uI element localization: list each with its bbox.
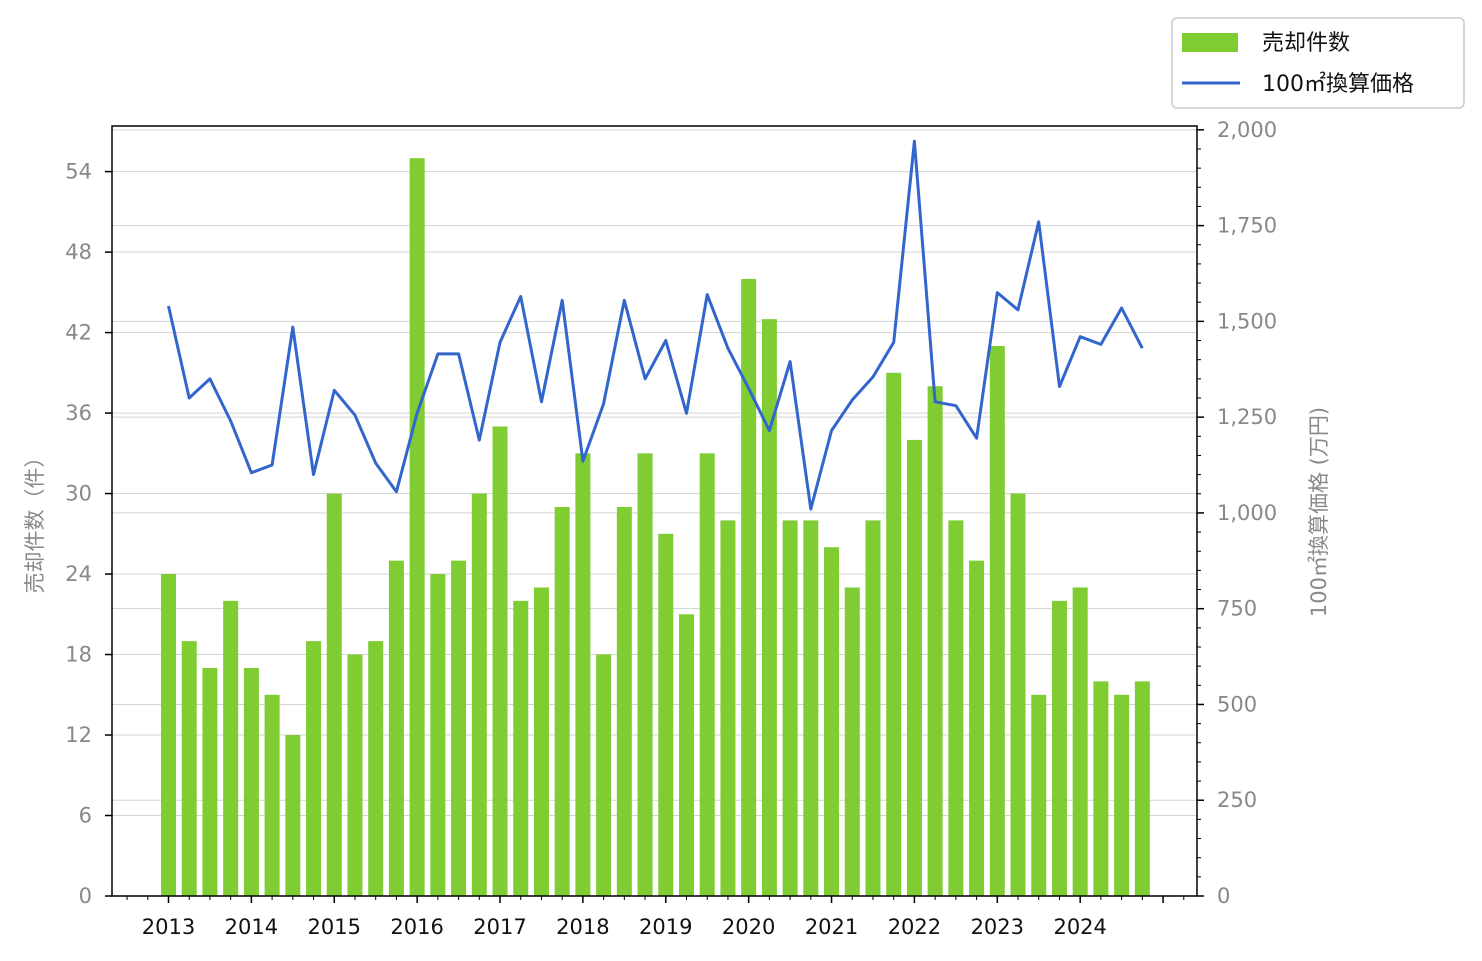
x-tick-label-2016: 2016: [390, 915, 443, 939]
right-tick-label: 250: [1217, 788, 1257, 812]
bar-2022Q1: [906, 439, 922, 896]
price-line: [167, 139, 1144, 511]
x-tick-label-2017: 2017: [473, 915, 526, 939]
left-tick-label: 54: [65, 160, 92, 184]
bar-2018Q2: [596, 654, 612, 896]
bar-2023Q3: [1031, 694, 1047, 896]
x-tick-label-2018: 2018: [556, 915, 609, 939]
bar-2020Q1: [741, 278, 757, 896]
right-tick-label: 2,000: [1217, 118, 1277, 142]
left-tick-label: 6: [79, 804, 92, 828]
bar-2014Q3: [285, 735, 301, 896]
bar-2021Q4: [886, 372, 902, 897]
legend-bar-swatch: [1182, 33, 1238, 52]
left-axis-title: 売却件数（件）: [23, 447, 47, 594]
bar-2013Q3: [202, 667, 218, 896]
bar-2017Q2: [513, 600, 529, 896]
bar-2014Q1: [243, 667, 259, 896]
bar-series: [161, 158, 1150, 897]
right-axis: 0 250 500 750 1,000 1,250 1,500 1,750 2,000: [1197, 118, 1277, 908]
right-tick-label: 1,750: [1217, 214, 1277, 238]
bar-2020Q3: [782, 520, 798, 896]
x-tick-label-2013: 2013: [142, 915, 195, 939]
plot-frame: [111, 125, 1198, 897]
legend-line-label: 100㎡換算価格: [1262, 71, 1414, 97]
bar-2024Q3: [1114, 694, 1130, 896]
legend-box: [1171, 17, 1465, 109]
bar-2018Q1: [575, 453, 591, 896]
bar-2023Q1: [989, 346, 1005, 896]
bar-2022Q4: [969, 560, 985, 896]
bar-2017Q1: [492, 426, 508, 896]
bar-2022Q2: [927, 386, 943, 896]
bar-2024Q2: [1093, 681, 1109, 896]
right-tick-label: 750: [1217, 597, 1257, 621]
bar-2013Q4: [223, 600, 239, 896]
bar-2024Q4: [1134, 681, 1150, 896]
bar-2016Q2: [430, 574, 446, 896]
bar-2019Q4: [720, 520, 736, 896]
x-tick-label-2019: 2019: [639, 915, 692, 939]
bar-2019Q2: [679, 614, 694, 896]
legend-bar-label: 売却件数: [1262, 31, 1350, 56]
x-tick-label-2023: 2023: [971, 915, 1024, 939]
x-tick-label-2015: 2015: [308, 915, 361, 939]
right-tick-label: 0: [1217, 884, 1230, 908]
left-tick-label: 36: [65, 401, 92, 425]
bar-2023Q4: [1051, 600, 1067, 896]
x-tick-label-2022: 2022: [888, 915, 941, 939]
bar-2018Q4: [637, 453, 653, 896]
bar-2016Q4: [471, 493, 487, 896]
bar-2015Q2: [347, 654, 363, 896]
bar-2014Q4: [306, 641, 322, 896]
right-axis-title: 100㎡換算価格 (万円): [1307, 407, 1331, 617]
right-tick-label: 1,500: [1217, 309, 1277, 333]
bar-2020Q4: [803, 520, 819, 896]
x-axis: 2013 2014 2015 2016 2017 2018 2019 2020 2021 2022…: [126, 896, 1185, 939]
bar-2016Q1: [409, 158, 425, 896]
left-tick-label: 24: [65, 562, 92, 586]
bar-2015Q4: [388, 560, 404, 896]
legend: 売却件数 100㎡換算価格: [1171, 17, 1465, 109]
x-tick-label-2014: 2014: [225, 915, 278, 939]
bar-2019Q1: [658, 533, 674, 896]
bar-2017Q4: [554, 506, 570, 896]
bar-2014Q2: [264, 694, 280, 896]
bar-2016Q3: [451, 560, 467, 896]
bar-2015Q3: [368, 641, 384, 896]
left-tick-label: 48: [65, 240, 92, 264]
x-tick-label-2020: 2020: [722, 915, 775, 939]
right-tick-label: 500: [1217, 692, 1257, 716]
bar-2021Q3: [865, 520, 881, 896]
left-tick-label: 30: [65, 482, 92, 506]
bar-2021Q1: [824, 547, 840, 896]
bar-2018Q3: [616, 506, 632, 896]
bar-2020Q2: [761, 319, 777, 896]
bar-2017Q3: [533, 587, 549, 896]
left-tick-label: 18: [65, 643, 92, 667]
left-axis: 0 6 12 18 24 30 36 42 48 54: [65, 160, 112, 908]
x-tick-label-2024: 2024: [1053, 915, 1106, 939]
right-tick-label: 1,000: [1217, 501, 1277, 525]
bar-2022Q3: [948, 520, 964, 896]
bar-2021Q2: [844, 587, 860, 896]
x-tick-label-2021: 2021: [805, 915, 858, 939]
bar-2019Q3: [699, 453, 715, 896]
right-tick-label: 1,250: [1217, 405, 1277, 429]
bar-2013Q1: [161, 574, 176, 896]
left-tick-label: 0: [79, 884, 92, 908]
bar-2015Q1: [326, 493, 342, 896]
left-tick-label: 42: [65, 321, 92, 345]
bar-2013Q2: [181, 641, 197, 896]
left-tick-label: 12: [65, 723, 92, 747]
bar-2023Q2: [1010, 493, 1026, 896]
bar-2024Q1: [1072, 587, 1088, 896]
